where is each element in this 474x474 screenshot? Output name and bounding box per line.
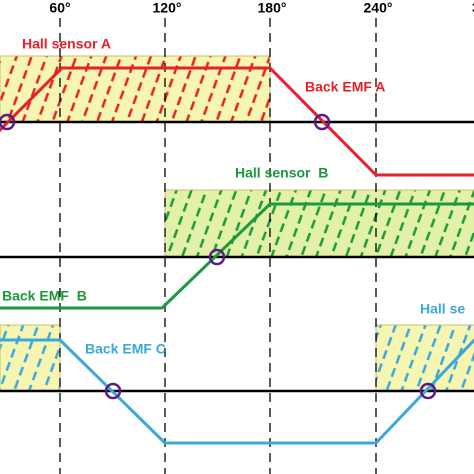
zero-crossings — [0, 113, 437, 400]
crossing-marker — [313, 113, 331, 131]
hall-c-box — [0, 324, 61, 392]
angle-labels: 60° 120° 180° 240° 3 — [49, 0, 474, 16]
crossing-marker — [0, 113, 16, 131]
angle-label: 120° — [153, 0, 182, 16]
hall-boxes — [0, 55, 474, 392]
hall-b-box — [164, 189, 474, 258]
crossing-marker — [208, 248, 226, 266]
hall-c-box — [375, 324, 474, 392]
crossing-marker — [419, 382, 437, 400]
crossing-marker — [104, 382, 122, 400]
emf-label: Back EMF A — [305, 79, 385, 95]
angle-label: 3 — [472, 0, 474, 16]
angle-guides — [59, 18, 377, 474]
angle-label: 180° — [258, 0, 287, 16]
angle-label: 60° — [49, 0, 70, 16]
hall-label: Hall sensor B — [235, 165, 328, 181]
emf-c-line — [0, 338, 474, 445]
hall-label: Hall sensor A — [22, 36, 111, 52]
baselines — [0, 120, 474, 393]
emf-b-line — [0, 202, 474, 310]
hall-label: Hall se — [420, 301, 465, 317]
emf-a-line — [0, 66, 474, 177]
emf-label: Back EMF C — [85, 341, 166, 357]
emf-label: Back EMF B — [2, 288, 87, 304]
angle-label: 240° — [364, 0, 393, 16]
